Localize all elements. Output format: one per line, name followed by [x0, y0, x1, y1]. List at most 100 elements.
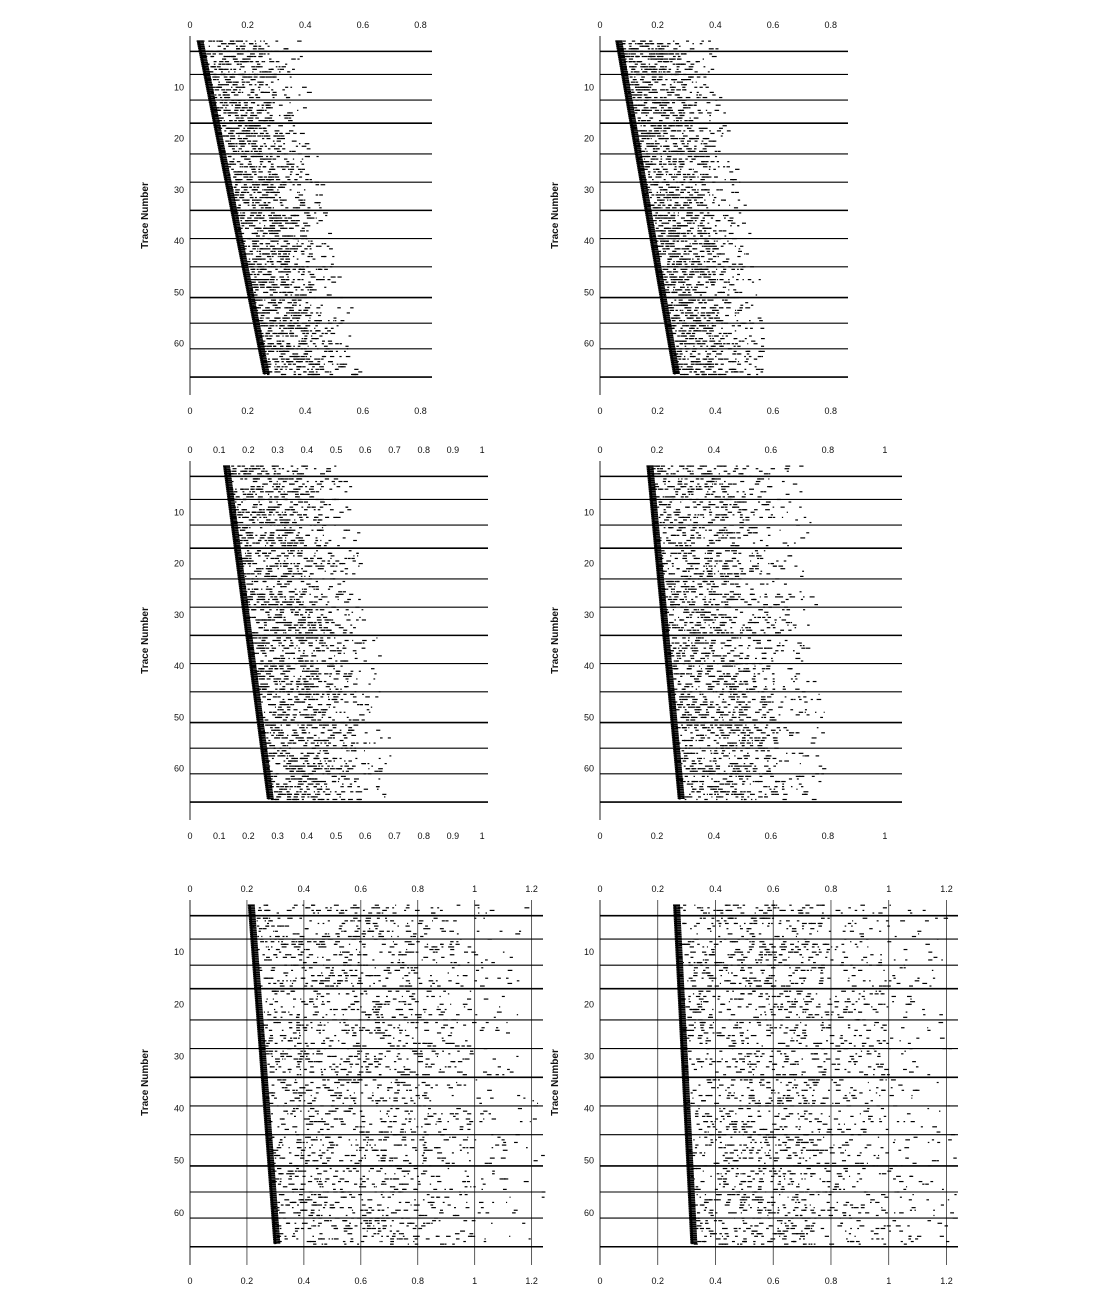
y-tick-label: 10: [174, 947, 184, 957]
y-tick-label: 30: [584, 610, 594, 620]
seismic-panel-6: 0 0 0.2 0.2 0.4 0.4 0.6 0.6 0.8 0.8 1 1 1.2 1.2 10 20 30…: [540, 872, 970, 1292]
x-tick-label-bottom: 0.6: [355, 1276, 368, 1286]
x-tick-label-top: 0.8: [411, 884, 424, 894]
x-tick-label-bottom: 0.8: [824, 406, 837, 416]
x-tick-label-top: 0.6: [357, 20, 370, 30]
x-tick-label-top: 0: [597, 445, 602, 455]
x-tick-label-top: 0.4: [299, 20, 312, 30]
x-tick-label-top: 0.5: [330, 445, 343, 455]
x-tick-label-bottom: 0: [597, 831, 602, 841]
seismic-chart-svg: 0 0 0.1 0.1 0.2 0.2 0.3 0.3 0.4 0.4 0.5 0.5 0.6 0.6 0.…: [140, 445, 488, 841]
x-tick-label-bottom: 0.2: [241, 406, 254, 416]
x-tick-label-top: 1: [480, 445, 485, 455]
x-tick-label-top: 0.8: [825, 884, 838, 894]
first-arrival-line: [616, 40, 677, 375]
x-tick-label-bottom: 0.5: [330, 831, 343, 841]
y-tick-label: 20: [174, 559, 184, 569]
x-tick-label-bottom: 0.6: [359, 831, 372, 841]
seismic-trace-wiggles: [252, 904, 546, 1245]
y-tick-label: 60: [174, 339, 184, 349]
x-tick-label-bottom: 0.8: [414, 406, 427, 416]
x-tick-label-bottom: 0.4: [301, 831, 314, 841]
x-tick-label-bottom: 0.4: [298, 1276, 311, 1286]
x-tick-label-top: 0.6: [355, 884, 368, 894]
x-tick-label-top: 0.2: [651, 884, 664, 894]
x-tick-label-top: 1: [882, 445, 887, 455]
x-tick-label-top: 0: [187, 445, 192, 455]
x-tick-label-bottom: 1: [472, 1276, 477, 1286]
x-tick-label-bottom: 1: [882, 831, 887, 841]
y-tick-label: 50: [584, 1156, 594, 1166]
seismic-trace-wiggles: [228, 465, 392, 801]
x-tick-label-top: 0.2: [651, 20, 664, 30]
seismic-trace-wiggles: [199, 40, 363, 376]
y-tick-label: 30: [174, 610, 184, 620]
x-tick-label-top: 0.8: [417, 445, 430, 455]
first-arrival-line: [673, 905, 694, 1245]
x-tick-label-bottom: 1: [480, 831, 485, 841]
x-tick-label-top: 0: [187, 884, 192, 894]
y-tick-label: 30: [584, 1051, 594, 1061]
x-tick-label-bottom: 0.3: [271, 831, 284, 841]
x-tick-label-top: 0.6: [359, 445, 372, 455]
x-tick-label-bottom: 0.8: [411, 1276, 424, 1286]
seismic-trace-wiggles: [676, 904, 958, 1245]
x-tick-label-bottom: 0.2: [651, 406, 664, 416]
first-arrival-line: [223, 465, 270, 800]
y-tick-label: 30: [174, 185, 184, 195]
y-tick-label: 20: [174, 999, 184, 1009]
x-tick-label-top: 0.7: [388, 445, 401, 455]
x-tick-label-bottom: 0.6: [357, 406, 370, 416]
x-tick-label-bottom: 0.2: [241, 1276, 254, 1286]
x-tick-label-bottom: 0.8: [825, 1276, 838, 1286]
y-tick-label: 40: [174, 661, 184, 671]
y-tick-label: 60: [584, 764, 594, 774]
y-tick-label: 50: [584, 712, 594, 722]
y-axis-label: Trace Number: [140, 182, 151, 249]
seismic-chart-svg: 0 0 0.2 0.2 0.4 0.4 0.6 0.6 0.8 0.8 1 1 10 20 30 40 50 60…: [550, 445, 902, 841]
y-tick-label: 40: [584, 1104, 594, 1114]
x-tick-label-top: 0.3: [271, 445, 284, 455]
y-axis-label: Trace Number: [550, 182, 561, 249]
first-arrival-line: [647, 466, 681, 800]
x-tick-label-bottom: 0.8: [822, 831, 835, 841]
y-tick-label: 20: [584, 559, 594, 569]
y-axis-label: Trace Number: [140, 1049, 151, 1116]
x-tick-label-top: 0.6: [767, 884, 780, 894]
x-tick-label-bottom: 0: [597, 406, 602, 416]
y-tick-label: 30: [584, 185, 594, 195]
y-tick-label: 60: [584, 1208, 594, 1218]
x-tick-label-top: 1.2: [940, 884, 953, 894]
y-tick-label: 50: [174, 1156, 184, 1166]
y-tick-label: 60: [584, 339, 594, 349]
x-tick-label-bottom: 1.2: [525, 1276, 538, 1286]
y-tick-label: 40: [584, 661, 594, 671]
y-axis-label: Trace Number: [140, 607, 151, 674]
x-tick-label-top: 0.4: [709, 20, 722, 30]
x-tick-label-bottom: 0.2: [242, 831, 255, 841]
x-tick-label-bottom: 0.2: [651, 831, 664, 841]
x-tick-label-top: 0.6: [767, 20, 780, 30]
x-tick-label-top: 1: [886, 884, 891, 894]
first-arrival-line: [197, 40, 266, 375]
x-tick-label-bottom: 0.4: [299, 406, 312, 416]
seismic-trace-wiggles: [650, 465, 827, 801]
y-tick-label: 60: [174, 1208, 184, 1218]
seismic-panel-3: 0 0 0.1 0.1 0.2 0.2 0.3 0.3 0.4 0.4 0.5 0.5 0.6 0.6 0.…: [130, 435, 500, 845]
x-tick-label-bottom: 1: [886, 1276, 891, 1286]
y-tick-label: 10: [584, 947, 594, 957]
x-tick-label-bottom: 0.6: [765, 831, 778, 841]
y-tick-label: 20: [584, 999, 594, 1009]
x-tick-label-top: 0.2: [241, 884, 254, 894]
x-tick-label-bottom: 0.7: [388, 831, 401, 841]
seismic-trace-wiggles: [618, 40, 765, 376]
x-tick-label-top: 0: [187, 20, 192, 30]
seismic-chart-svg: 0 0 0.2 0.2 0.4 0.4 0.6 0.6 0.8 0.8 10 20 30 40 50 60 Tr…: [550, 20, 848, 416]
x-tick-label-top: 1.2: [525, 884, 538, 894]
x-tick-label-top: 0.6: [765, 445, 778, 455]
x-tick-label-bottom: 1.2: [940, 1276, 953, 1286]
x-tick-label-bottom: 0: [187, 406, 192, 416]
x-tick-label-top: 0.4: [301, 445, 314, 455]
x-tick-label-top: 0.1: [213, 445, 226, 455]
seismic-chart-svg: 0 0 0.2 0.2 0.4 0.4 0.6 0.6 0.8 0.8 10 20 30 40 50 60 Tr…: [140, 20, 432, 416]
